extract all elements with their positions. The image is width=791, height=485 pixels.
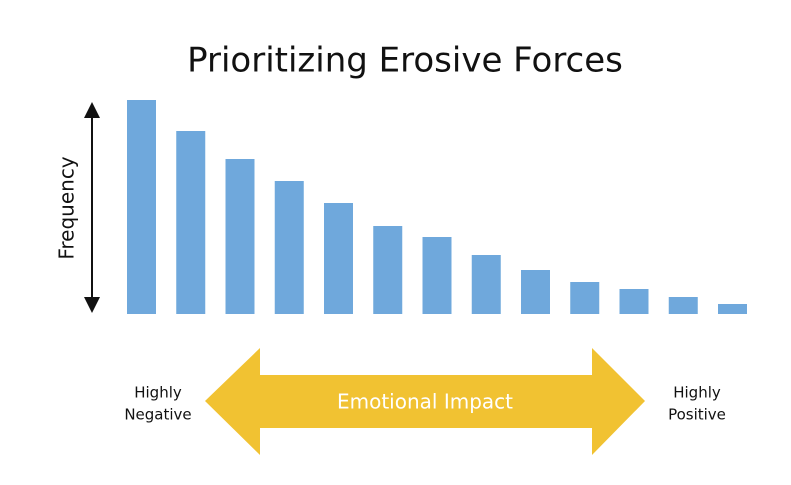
bar	[127, 100, 156, 314]
chart-title: Prioritizing Erosive Forces	[187, 41, 623, 81]
bar	[373, 226, 403, 314]
right-label-2: Positive	[668, 406, 726, 424]
bar	[668, 297, 698, 314]
impact-arrow	[205, 348, 645, 455]
bar	[570, 282, 600, 314]
y-axis-label: Frequency	[55, 156, 79, 259]
right-label-1: Highly	[673, 384, 721, 402]
left-label-1: Highly	[134, 384, 182, 402]
bar	[619, 289, 649, 314]
bar	[274, 181, 304, 314]
bar	[471, 255, 501, 314]
bar	[521, 270, 550, 314]
bar	[718, 304, 747, 314]
bar	[176, 131, 206, 314]
bar	[422, 237, 452, 314]
bar	[324, 203, 353, 314]
bar	[225, 159, 255, 314]
left-label-2: Negative	[124, 406, 191, 424]
x-axis-label: Emotional Impact	[337, 390, 513, 414]
